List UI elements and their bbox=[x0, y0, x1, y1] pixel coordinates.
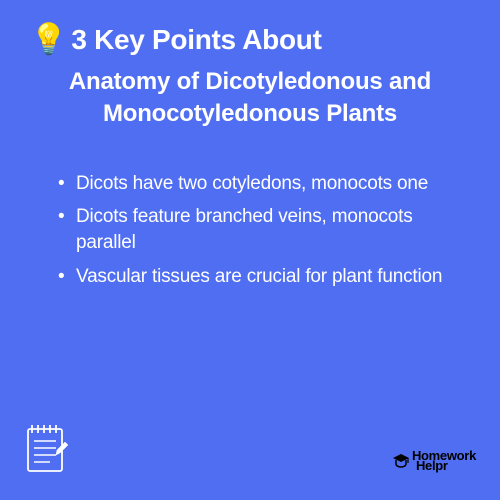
notepad-icon bbox=[22, 421, 72, 482]
lightbulb-icon: 💡 bbox=[30, 25, 67, 55]
list-item: Dicots have two cotyledons, monocots one bbox=[76, 171, 450, 197]
brand-logo: Homework Helpr bbox=[392, 450, 476, 472]
logo-text: Homework Helpr bbox=[412, 450, 476, 472]
graduation-cap-icon bbox=[392, 453, 410, 469]
list-item: Dicots feature branched veins, monocots … bbox=[76, 204, 450, 255]
list-item: Vascular tissues are crucial for plant f… bbox=[76, 264, 450, 290]
page-subtitle: Anatomy of Dicotyledonous and Monocotyle… bbox=[0, 56, 500, 131]
page-title: 3 Key Points About bbox=[71, 24, 321, 56]
header-row: 💡 3 Key Points About bbox=[0, 0, 500, 56]
key-points-list: Dicots have two cotyledons, monocots one… bbox=[0, 131, 500, 290]
